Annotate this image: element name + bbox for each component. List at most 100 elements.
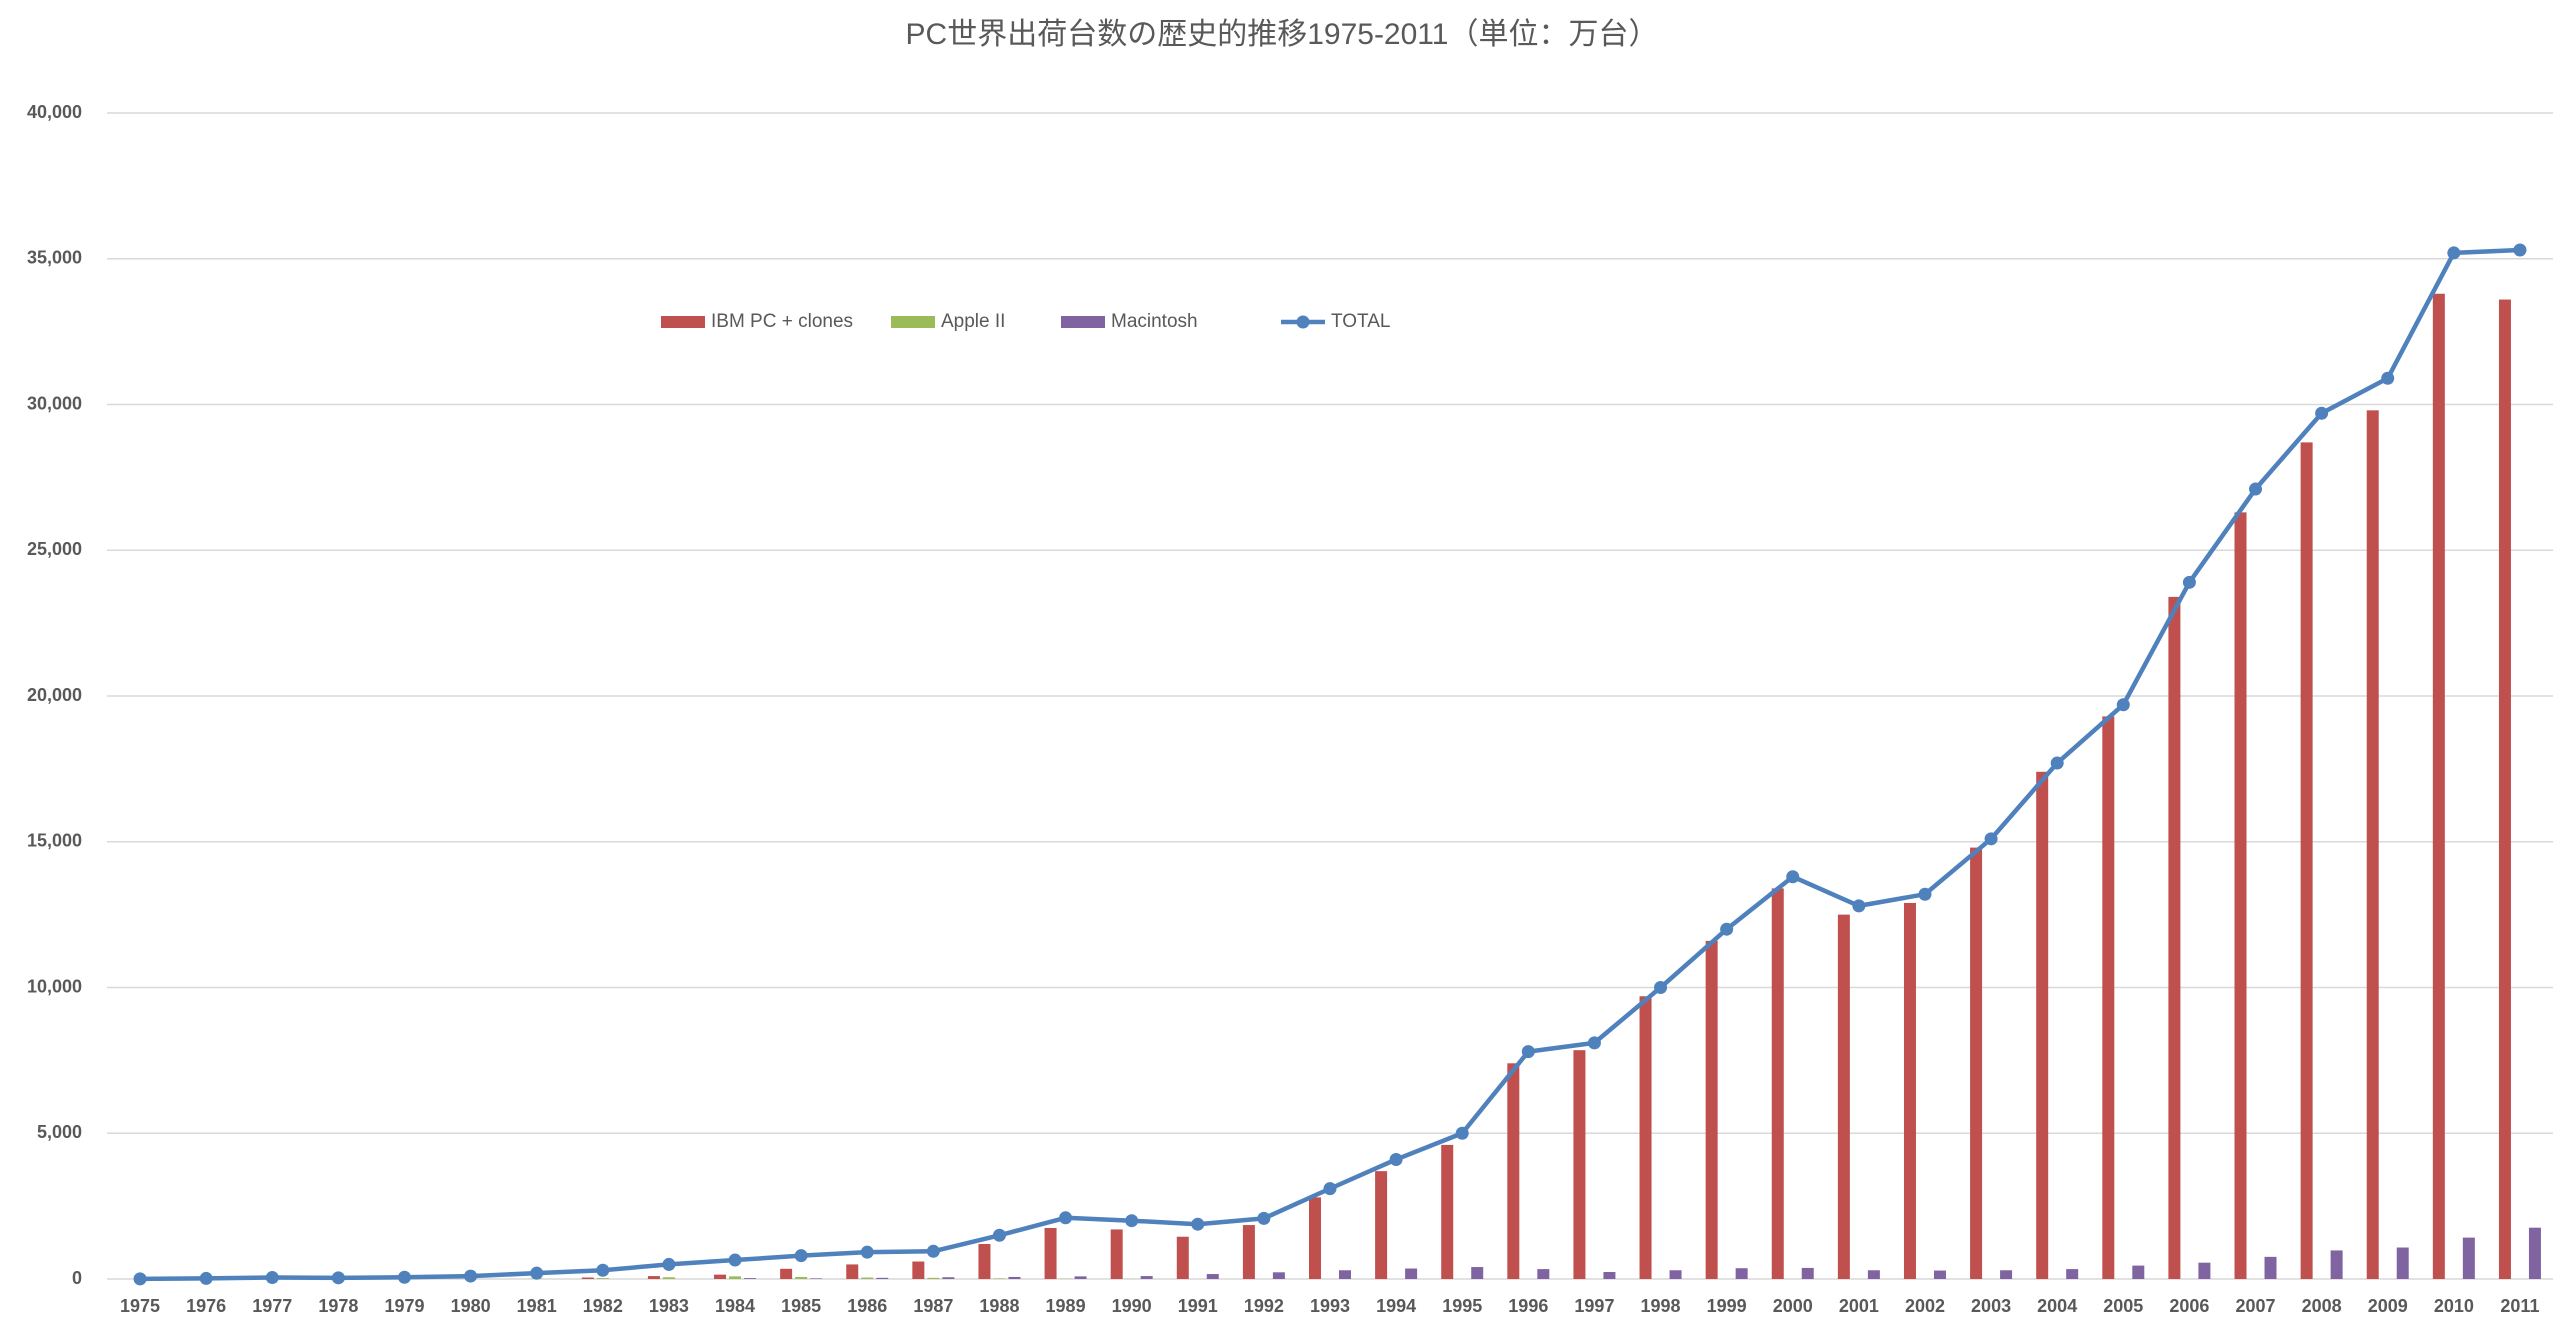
bar: [729, 1276, 742, 1279]
line-marker: [1191, 1217, 1205, 1231]
line-marker: [1918, 887, 1932, 901]
bar: [1375, 1171, 1388, 1279]
line-marker: [530, 1266, 544, 1280]
x-tick-label: 1991: [1178, 1296, 1218, 1316]
line-marker: [794, 1249, 808, 1263]
x-tick-label: 1984: [715, 1296, 755, 1316]
line-marker: [1521, 1045, 1535, 1059]
line-marker: [992, 1228, 1006, 1242]
x-tick-label: 2004: [2037, 1296, 2077, 1316]
line-marker: [596, 1263, 610, 1277]
y-tick-label: 35,000: [27, 248, 82, 268]
line-marker: [1389, 1152, 1403, 1166]
bar: [2132, 1265, 2145, 1279]
x-tick-label: 2008: [2302, 1296, 2342, 1316]
x-tick-label: 2005: [2103, 1296, 2143, 1316]
x-tick-label: 2001: [1839, 1296, 1879, 1316]
bar: [1110, 1229, 1123, 1279]
x-tick-label: 1978: [318, 1296, 358, 1316]
line-marker: [1984, 832, 1998, 846]
bar: [1705, 940, 1718, 1279]
line-marker: [1059, 1211, 1073, 1225]
bar: [1441, 1144, 1454, 1279]
x-tick-label: 1990: [1112, 1296, 1152, 1316]
line-marker: [2513, 243, 2527, 257]
bar: [2198, 1262, 2211, 1279]
bar: [744, 1278, 757, 1279]
bar: [1970, 847, 1983, 1279]
x-tick-label: 1995: [1442, 1296, 1482, 1316]
line-marker: [1654, 981, 1668, 994]
x-tick-label: 1999: [1707, 1296, 1747, 1316]
bar: [1471, 1267, 1484, 1279]
line-marker: [265, 1271, 279, 1285]
x-tick-label: 1997: [1574, 1296, 1614, 1316]
line-marker: [1455, 1126, 1469, 1140]
x-tick-label: 2009: [2368, 1296, 2408, 1316]
line-marker: [2447, 246, 2461, 260]
x-tick-label: 2000: [1773, 1296, 1813, 1316]
bar: [1903, 902, 1916, 1279]
bar: [1140, 1276, 1153, 1279]
legend-label: Apple II: [941, 311, 1005, 332]
line-marker: [1720, 922, 1734, 936]
legend-swatch: [1061, 316, 1105, 328]
y-tick-label: 10,000: [27, 976, 82, 996]
x-tick-label: 1989: [1046, 1296, 1086, 1316]
line-marker: [133, 1272, 147, 1286]
line-marker: [2050, 756, 2064, 770]
bar: [662, 1277, 675, 1279]
bar: [1837, 914, 1850, 1279]
line-marker: [2315, 406, 2329, 420]
bar: [1206, 1274, 1219, 1279]
x-tick-label: 1986: [847, 1296, 887, 1316]
line-marker: [860, 1245, 874, 1259]
x-tick-label: 1992: [1244, 1296, 1284, 1316]
y-tick-label: 0: [72, 1268, 82, 1288]
x-tick-label: 1975: [120, 1296, 160, 1316]
bar: [927, 1277, 940, 1279]
bar: [2528, 1227, 2541, 1279]
legend-label: TOTAL: [1331, 311, 1390, 332]
x-tick-label: 1976: [186, 1296, 226, 1316]
bar: [846, 1264, 859, 1279]
bar: [993, 1278, 1006, 1279]
bar: [581, 1277, 594, 1279]
x-tick-label: 1988: [979, 1296, 1019, 1316]
x-tick-label: 1985: [781, 1296, 821, 1316]
legend-swatch: [891, 316, 935, 328]
y-tick-label: 15,000: [27, 831, 82, 851]
bar: [714, 1274, 727, 1279]
bar: [1603, 1272, 1616, 1279]
bar: [2300, 442, 2313, 1279]
line-marker: [199, 1271, 213, 1285]
x-tick-label: 2011: [2500, 1296, 2539, 1316]
bar: [1272, 1272, 1285, 1279]
y-tick-label: 40,000: [27, 102, 82, 122]
bar: [2366, 410, 2379, 1280]
bar: [647, 1276, 660, 1279]
bar: [596, 1278, 609, 1279]
bar: [1537, 1269, 1550, 1279]
line-marker: [1852, 899, 1866, 913]
x-tick-label: 1987: [913, 1296, 953, 1316]
line-marker: [2381, 371, 2395, 385]
bar: [1735, 1268, 1748, 1279]
x-tick-label: 1998: [1641, 1296, 1681, 1316]
legend-swatch: [661, 316, 705, 328]
x-tick-label: 1981: [517, 1296, 557, 1316]
line-marker: [1257, 1211, 1271, 1225]
bar: [1771, 888, 1784, 1279]
bar: [810, 1278, 823, 1279]
bar: [2330, 1250, 2343, 1279]
line-marker: [1323, 1182, 1337, 1196]
line-marker: [397, 1270, 411, 1284]
line-marker: [464, 1269, 478, 1283]
line-marker: [2249, 482, 2263, 496]
x-tick-label: 2010: [2434, 1296, 2474, 1316]
bar: [876, 1277, 889, 1279]
line-marker: [728, 1253, 742, 1267]
bar: [1867, 1270, 1880, 1279]
x-tick-label: 2006: [2169, 1296, 2209, 1316]
